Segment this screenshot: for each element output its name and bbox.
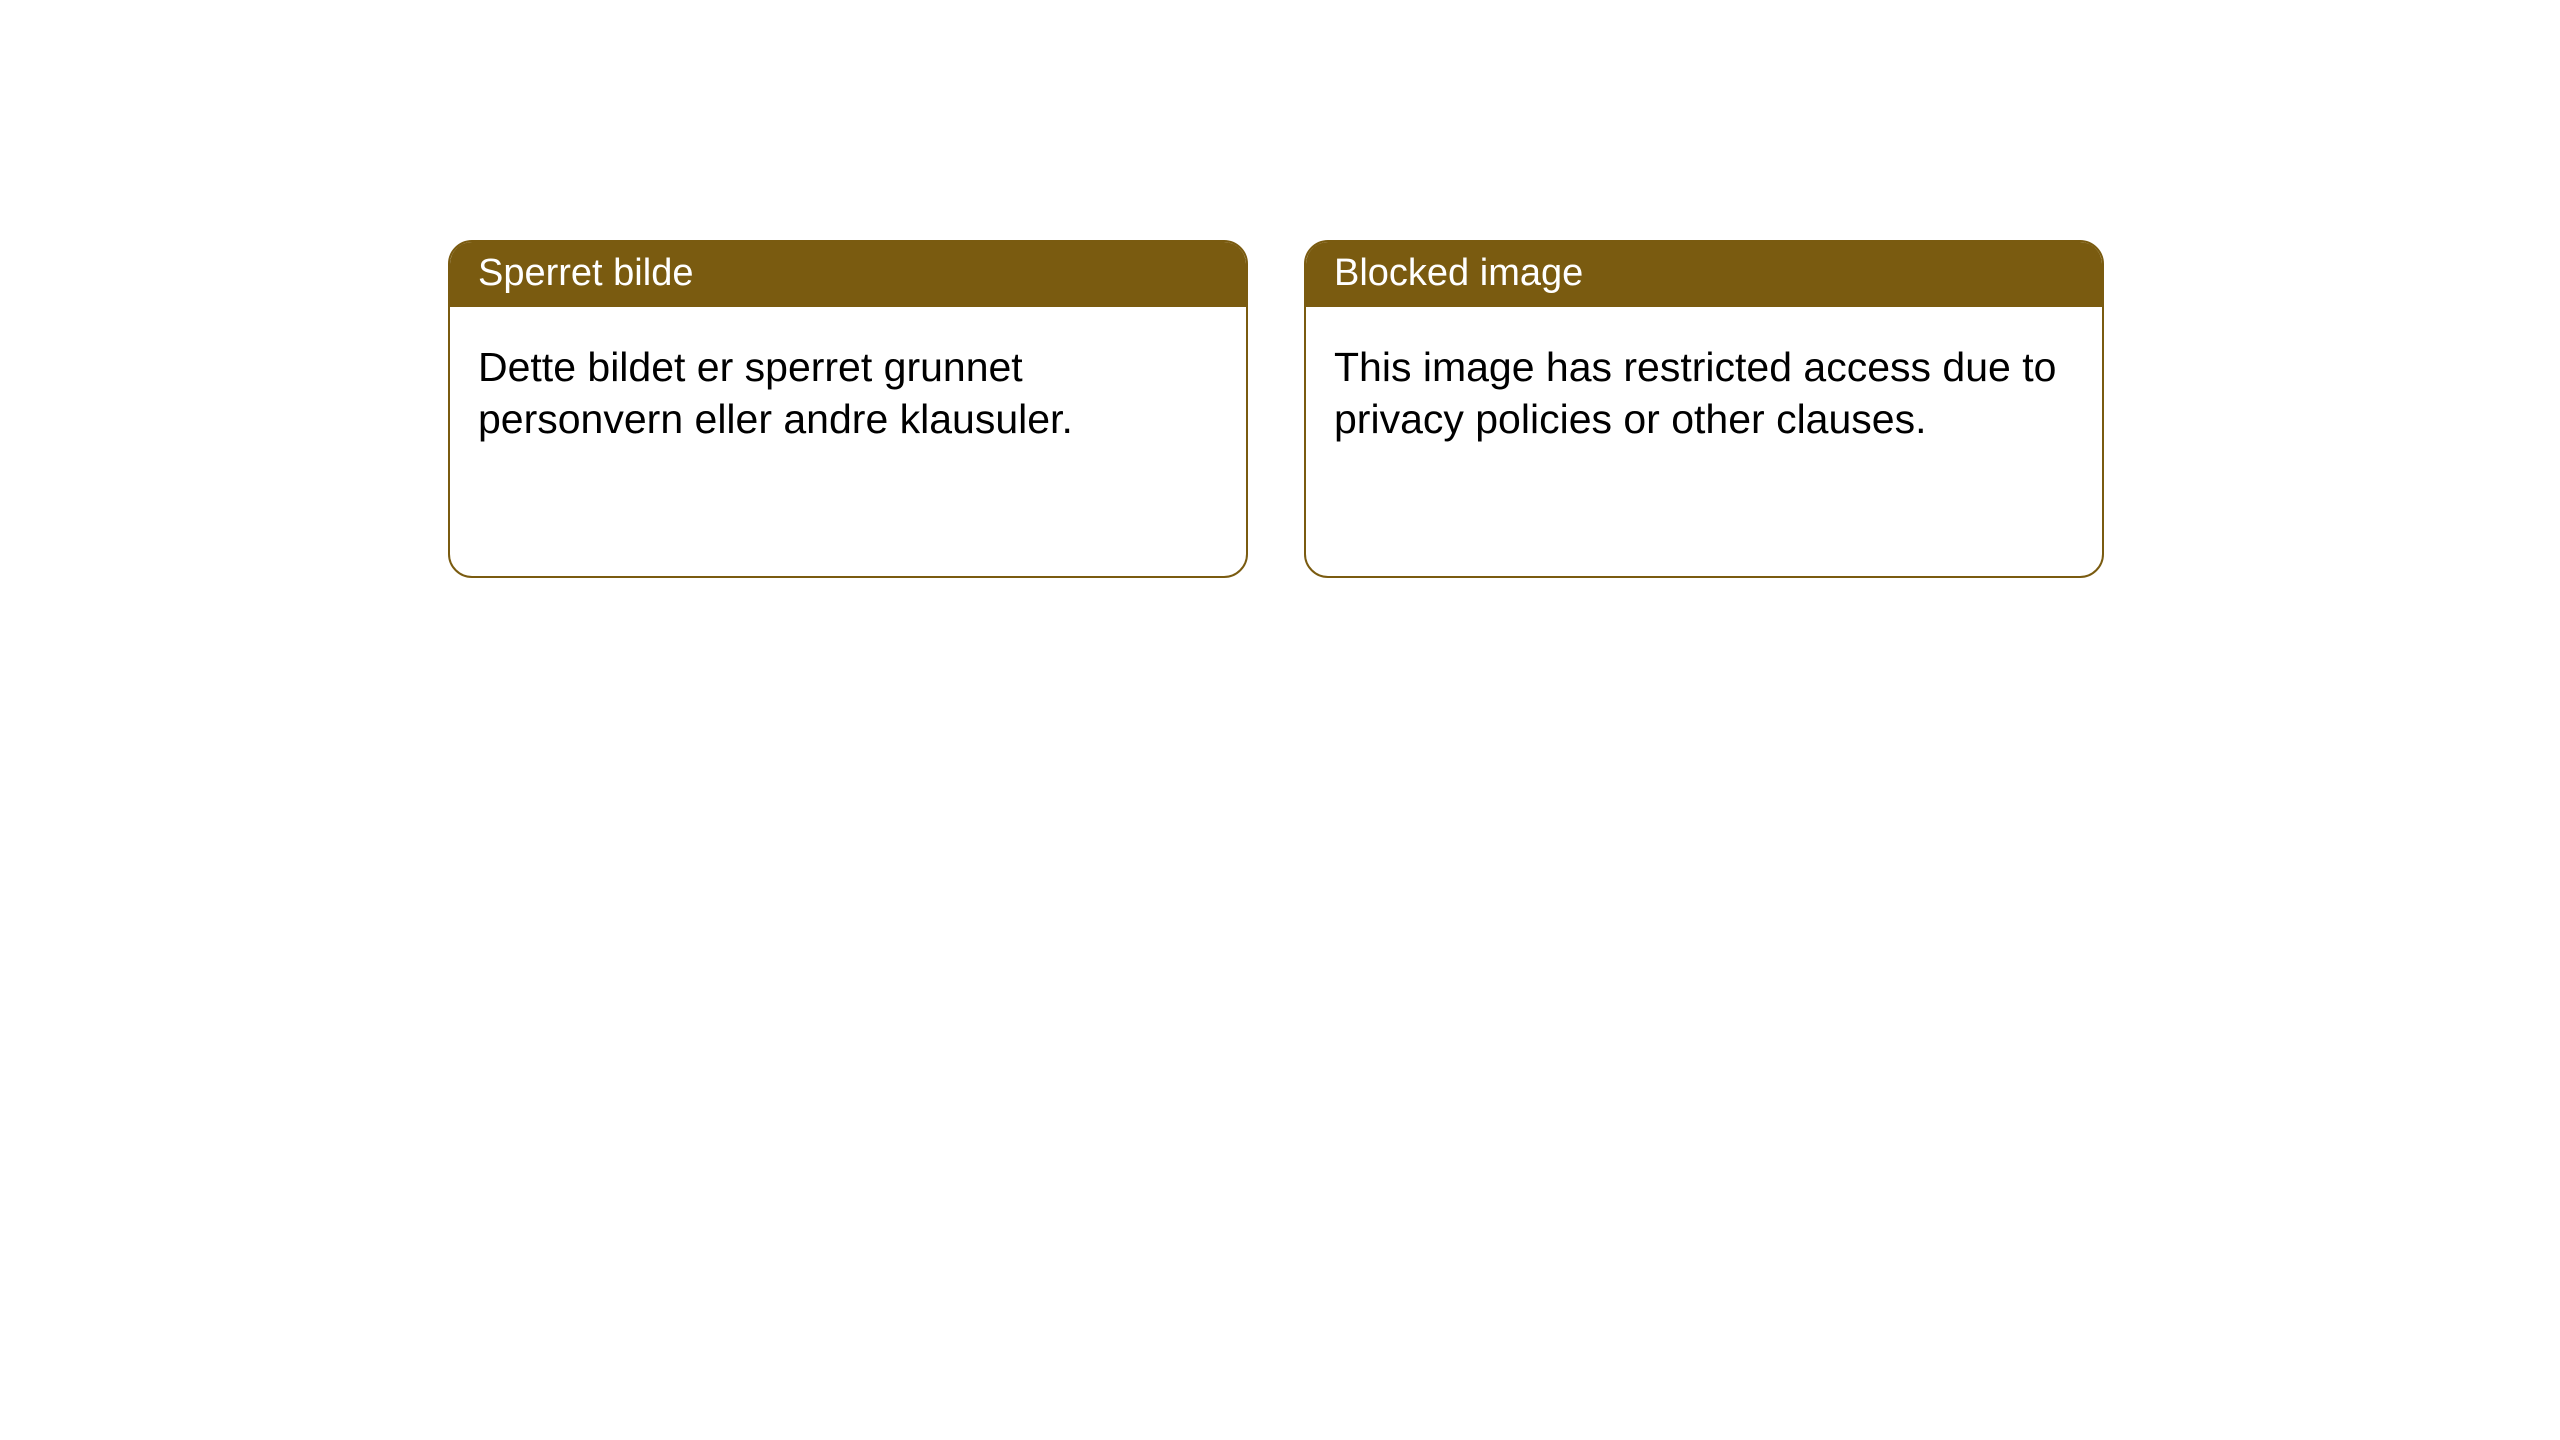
- notice-container: Sperret bilde Dette bildet er sperret gr…: [448, 240, 2560, 578]
- notice-card-norwegian: Sperret bilde Dette bildet er sperret gr…: [448, 240, 1248, 578]
- notice-body-norwegian: Dette bildet er sperret grunnet personve…: [450, 307, 1246, 480]
- notice-header-norwegian: Sperret bilde: [450, 242, 1246, 307]
- notice-body-english: This image has restricted access due to …: [1306, 307, 2102, 480]
- notice-header-english: Blocked image: [1306, 242, 2102, 307]
- notice-card-english: Blocked image This image has restricted …: [1304, 240, 2104, 578]
- notice-title-english: Blocked image: [1334, 252, 1583, 294]
- notice-title-norwegian: Sperret bilde: [478, 252, 693, 294]
- notice-text-norwegian: Dette bildet er sperret grunnet personve…: [478, 344, 1073, 442]
- notice-text-english: This image has restricted access due to …: [1334, 344, 2056, 442]
